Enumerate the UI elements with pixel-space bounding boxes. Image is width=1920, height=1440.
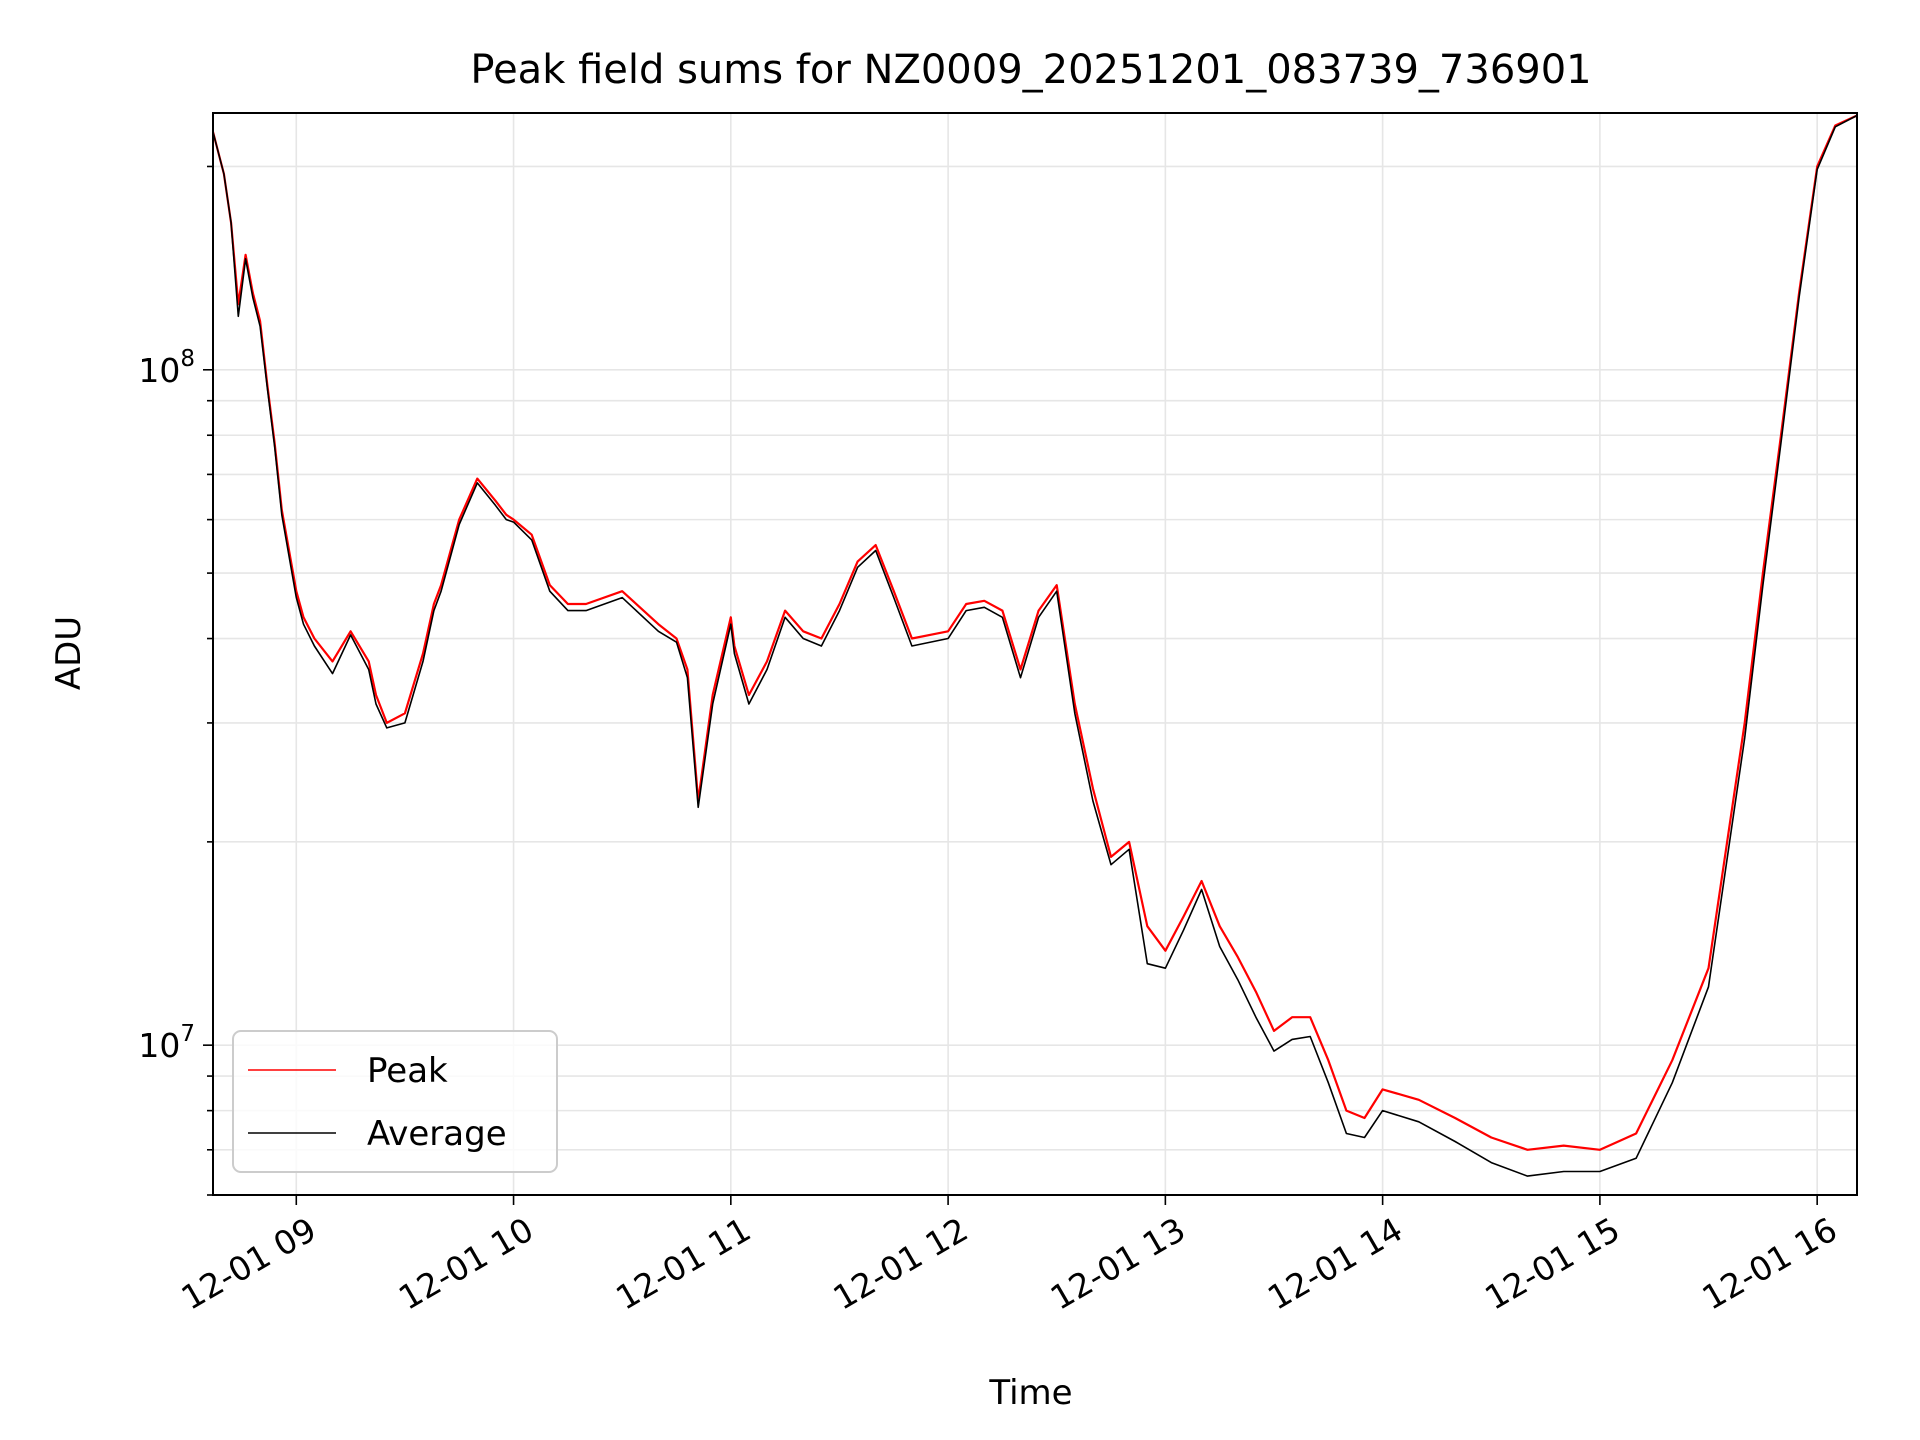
x-axis-label: Time xyxy=(988,1373,1072,1413)
legend-label-average: Average xyxy=(367,1114,507,1154)
y-axis-label: ADU xyxy=(49,616,89,690)
y-tick-label: 108 xyxy=(138,346,195,390)
series-line-peak xyxy=(211,114,1858,1151)
chart-title: Peak field sums for NZ0009_20251201_0837… xyxy=(470,47,1591,93)
plot-frame xyxy=(212,112,1858,1196)
legend: Peak Average xyxy=(232,1030,558,1173)
legend-box xyxy=(232,1030,558,1173)
legend-label-peak: Peak xyxy=(367,1051,448,1091)
series-layer xyxy=(211,114,1858,1177)
series-line-average xyxy=(212,114,1858,1177)
y-tick-label: 107 xyxy=(138,1021,195,1065)
